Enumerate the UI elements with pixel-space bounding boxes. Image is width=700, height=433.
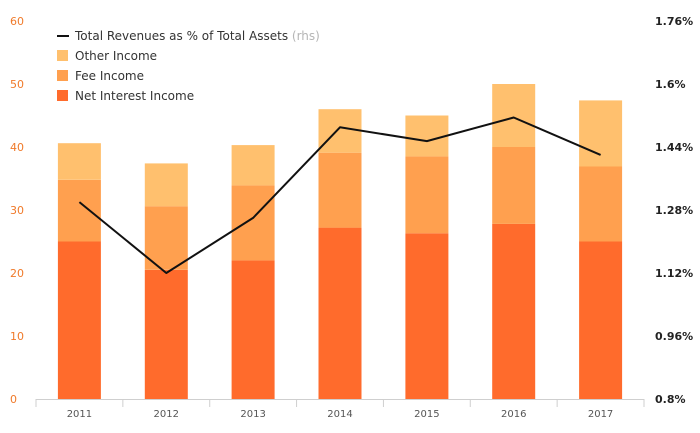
y-left-tick-label: 40 xyxy=(10,141,24,154)
bar-fee-income-2013 xyxy=(231,185,275,261)
bar-other-income-2011 xyxy=(57,143,101,180)
y-left-tick-label: 30 xyxy=(10,204,24,217)
bar-fee-income-2014 xyxy=(318,152,362,228)
bars-group xyxy=(57,84,623,399)
y-right-tick-label: 0.8% xyxy=(655,393,686,406)
legend-label-fee-income: Fee Income xyxy=(75,69,144,83)
legend-swatch-other-income xyxy=(57,50,68,61)
y-left-tick-label: 60 xyxy=(10,15,24,28)
x-tick-label: 2012 xyxy=(154,409,179,420)
y-right-tick-label: 1.28% xyxy=(655,204,693,217)
bar-net-interest-income-2011 xyxy=(57,241,101,399)
x-tick-label: 2016 xyxy=(501,409,526,420)
y-right-tick-label: 1.6% xyxy=(655,78,686,91)
bar-fee-income-2015 xyxy=(405,156,449,234)
legend-label-net-interest-income: Net Interest Income xyxy=(75,89,194,103)
legend: Total Revenues as % of Total Assets (rhs… xyxy=(57,29,320,103)
y-left-tick-label: 20 xyxy=(10,267,24,280)
bar-other-income-2017 xyxy=(579,100,623,167)
legend-label-line: Total Revenues as % of Total Assets (rhs… xyxy=(74,29,320,43)
bar-other-income-2014 xyxy=(318,109,362,153)
axes-group: 2011 2012 2013 2014 2015 2016 2017 0 10 20 30 40 50 6… xyxy=(10,15,693,420)
y-right-tick-label: 1.12% xyxy=(655,267,693,280)
y-left-tick-label: 10 xyxy=(10,330,24,343)
x-tick-label: 2017 xyxy=(588,409,613,420)
x-tick-label: 2011 xyxy=(67,409,92,420)
line-layer xyxy=(78,116,601,274)
bar-fee-income-2016 xyxy=(492,147,536,224)
y-right-tick-label: 0.96% xyxy=(655,330,693,343)
y-right-tick-label: 1.44% xyxy=(655,141,693,154)
bar-fee-income-2011 xyxy=(57,179,101,242)
y-right-tick-label: 1.76% xyxy=(655,15,693,28)
legend-swatch-fee-income xyxy=(57,70,68,81)
bar-fee-income-2012 xyxy=(144,206,188,270)
legend-swatch-net-interest-income xyxy=(57,90,68,101)
legend-rhs-note: (rhs) xyxy=(292,29,320,43)
bar-net-interest-income-2017 xyxy=(579,241,623,399)
bar-other-income-2015 xyxy=(405,115,449,157)
legend-label-other-income: Other Income xyxy=(75,49,157,63)
x-tick-label: 2014 xyxy=(327,409,352,420)
y-left-tick-label: 50 xyxy=(10,78,24,91)
bar-other-income-2012 xyxy=(144,163,188,207)
bar-other-income-2013 xyxy=(231,145,275,186)
x-tick-label: 2013 xyxy=(240,409,265,420)
bar-net-interest-income-2013 xyxy=(231,260,275,399)
line-total-revenues-pct-assets xyxy=(78,116,601,274)
bar-fee-income-2017 xyxy=(579,166,623,242)
bar-other-income-2016 xyxy=(492,84,536,147)
y-left-tick-label: 0 xyxy=(10,393,17,406)
bar-net-interest-income-2015 xyxy=(405,233,449,399)
bar-net-interest-income-2014 xyxy=(318,227,362,399)
bar-net-interest-income-2012 xyxy=(144,269,188,399)
x-tick-label: 2015 xyxy=(414,409,439,420)
bar-net-interest-income-2016 xyxy=(492,223,536,399)
